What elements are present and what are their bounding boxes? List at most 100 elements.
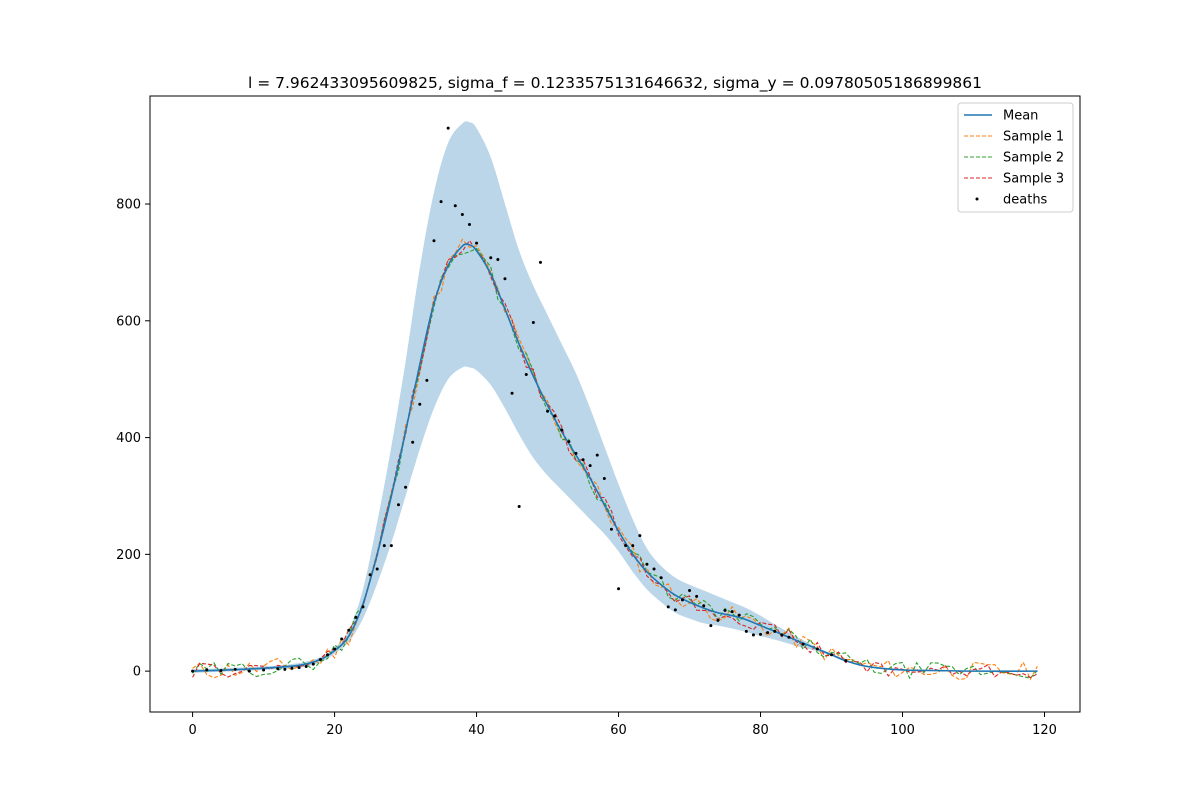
deaths-point bbox=[354, 615, 358, 619]
deaths-point bbox=[688, 589, 692, 593]
deaths-point bbox=[425, 378, 429, 382]
deaths-point bbox=[744, 629, 748, 633]
y-tick-label: 800 bbox=[116, 198, 141, 213]
legend-marker-deaths bbox=[975, 197, 979, 201]
sample-3-line bbox=[192, 239, 1038, 679]
deaths-point bbox=[404, 485, 408, 489]
x-tick-label: 60 bbox=[610, 723, 627, 738]
deaths-point bbox=[247, 669, 251, 673]
deaths-point bbox=[631, 544, 635, 548]
deaths-point bbox=[432, 239, 436, 243]
mean-line bbox=[192, 243, 1038, 672]
deaths-point bbox=[780, 633, 784, 637]
legend-label: Mean bbox=[1003, 109, 1038, 124]
deaths-point bbox=[538, 260, 542, 264]
deaths-point bbox=[453, 204, 457, 208]
deaths-point bbox=[219, 669, 223, 673]
x-tick-label: 40 bbox=[468, 723, 485, 738]
confidence-band-layer bbox=[192, 121, 1038, 673]
x-tick-label: 20 bbox=[326, 723, 343, 738]
legend-label: deaths bbox=[1003, 193, 1048, 208]
deaths-point bbox=[475, 241, 479, 245]
sample-1-line bbox=[192, 238, 1038, 681]
deaths-point bbox=[553, 414, 557, 418]
legend-box bbox=[957, 102, 1074, 213]
deaths-point bbox=[624, 544, 628, 548]
y-tick-label: 400 bbox=[116, 431, 141, 446]
deaths-point bbox=[567, 440, 571, 444]
deaths-point bbox=[524, 373, 528, 377]
deaths-point bbox=[773, 629, 777, 633]
deaths-point bbox=[574, 451, 578, 455]
deaths-point bbox=[645, 562, 649, 566]
deaths-point bbox=[297, 666, 301, 670]
deaths-point bbox=[695, 594, 699, 598]
deaths-point bbox=[439, 200, 443, 204]
deaths-point bbox=[503, 277, 507, 281]
deaths-point bbox=[375, 567, 379, 571]
deaths-point bbox=[659, 576, 663, 580]
deaths-point bbox=[560, 428, 564, 432]
y-axis: 0 200 400 600 800 bbox=[116, 198, 150, 680]
deaths-point bbox=[340, 637, 344, 641]
deaths-point bbox=[652, 567, 656, 571]
x-axis: 0 20 40 60 80 100 120 bbox=[188, 712, 1057, 738]
deaths-point bbox=[361, 605, 365, 609]
deaths-point bbox=[581, 458, 585, 462]
deaths-point bbox=[489, 256, 493, 260]
deaths-point bbox=[233, 667, 237, 671]
deaths-point bbox=[467, 222, 471, 226]
deaths-point bbox=[325, 653, 329, 657]
deaths-point bbox=[766, 631, 770, 635]
deaths-point bbox=[737, 613, 741, 617]
deaths-point bbox=[673, 608, 677, 612]
deaths-point bbox=[276, 667, 280, 671]
deaths-point bbox=[638, 534, 642, 538]
legend-label: Sample 1 bbox=[1003, 130, 1064, 145]
deaths-point bbox=[389, 544, 393, 548]
deaths-point bbox=[666, 605, 670, 609]
deaths-point bbox=[510, 391, 514, 395]
deaths-point bbox=[368, 573, 372, 577]
chart-title: l = 7.962433095609825, sigma_f = 0.12335… bbox=[248, 74, 982, 93]
deaths-point bbox=[304, 664, 308, 668]
deaths-point bbox=[730, 610, 734, 614]
deaths-point bbox=[844, 659, 848, 663]
deaths-point bbox=[460, 213, 464, 217]
x-tick-label: 80 bbox=[752, 723, 769, 738]
deaths-point bbox=[546, 409, 550, 413]
deaths-point bbox=[609, 527, 613, 531]
series-lines-layer bbox=[192, 238, 1038, 681]
deaths-point bbox=[396, 503, 400, 507]
deaths-point bbox=[759, 632, 763, 636]
deaths-point bbox=[311, 662, 315, 666]
deaths-point bbox=[709, 624, 713, 628]
x-tick-label: 0 bbox=[188, 723, 196, 738]
deaths-point bbox=[723, 608, 727, 612]
deaths-point bbox=[595, 453, 599, 457]
deaths-points-layer bbox=[191, 126, 848, 673]
deaths-point bbox=[290, 666, 294, 670]
deaths-point bbox=[418, 402, 422, 406]
deaths-point bbox=[411, 440, 415, 444]
sample-2-line bbox=[192, 247, 1038, 680]
y-tick-label: 200 bbox=[116, 548, 141, 563]
deaths-point bbox=[815, 647, 819, 651]
deaths-point bbox=[602, 476, 606, 480]
deaths-point bbox=[318, 657, 322, 661]
deaths-point bbox=[205, 668, 209, 672]
deaths-point bbox=[588, 464, 592, 468]
deaths-point bbox=[801, 642, 805, 646]
deaths-point bbox=[517, 504, 521, 508]
y-tick-label: 600 bbox=[116, 314, 141, 329]
x-tick-label: 120 bbox=[1032, 723, 1057, 738]
x-tick-label: 100 bbox=[890, 723, 915, 738]
legend-label: Sample 3 bbox=[1003, 172, 1064, 187]
y-tick-label: 0 bbox=[133, 665, 141, 680]
confidence-band bbox=[192, 121, 1038, 673]
deaths-point bbox=[702, 604, 706, 608]
deaths-point bbox=[446, 126, 450, 130]
deaths-point bbox=[333, 647, 337, 651]
deaths-point bbox=[680, 598, 684, 602]
